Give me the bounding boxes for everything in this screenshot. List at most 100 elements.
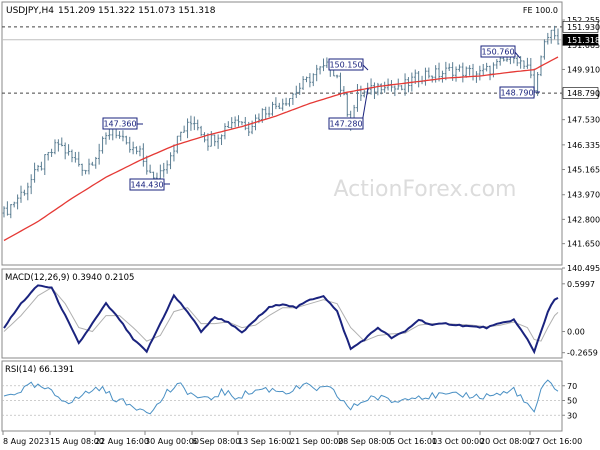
y-tick-label: 149.910 (567, 65, 600, 74)
ohlc-bar (74, 151, 77, 163)
ohlc-bar (393, 85, 397, 97)
ohlc-bar (274, 97, 278, 110)
ohlc-bar (36, 164, 40, 172)
macd-signal-line (3, 287, 559, 342)
ohlc-bar (322, 58, 325, 72)
y-tick-label: 146.335 (567, 141, 600, 150)
x-tick-label: 21 Sep 00:00 (290, 437, 343, 446)
x-tick-label: 5 Oct 16:00 (390, 437, 437, 446)
price-bars (2, 25, 560, 219)
ohlc-bar (543, 39, 546, 60)
level-lines (2, 26, 562, 94)
annotation-label: 147.280 (329, 120, 362, 129)
ohlc-bar (118, 131, 121, 139)
ohlc-bar (97, 143, 101, 165)
y-tick-label: 152.255 (567, 16, 600, 25)
ohlc-bar (189, 115, 193, 131)
main-panel: USDJPY,H4 151.209 151.322 151.073 151.318… (1, 1, 600, 273)
ohlc-bar (373, 82, 376, 99)
ohlc-bar (549, 29, 553, 44)
ohlc-bar (278, 102, 281, 110)
y-tick-label: 143.970 (567, 191, 600, 200)
ohlc-bar (128, 136, 132, 153)
ohlc-bar (162, 162, 166, 178)
ohlc-bar (165, 160, 169, 174)
y-tick-label: 70 (567, 382, 577, 391)
y-tick-label: 145.165 (567, 166, 600, 175)
ohlc-bar (9, 204, 13, 219)
last-price-tag-label: 151.318 (567, 36, 600, 45)
ohlc-bar (121, 130, 125, 142)
ohlc-bar (101, 136, 104, 154)
ohlc-bar (444, 61, 448, 81)
x-tick-label: 8 Aug 2023 (3, 437, 49, 446)
ohlc-bar (294, 85, 298, 99)
ohlc-bar (227, 121, 230, 128)
ohlc-bar (6, 201, 9, 216)
moving-average-line (3, 56, 559, 242)
ohlc-bar (305, 76, 308, 83)
ohlc-bar (464, 66, 468, 78)
fe-100-tag-box (562, 21, 599, 33)
x-tick-label: 22 Aug 16:00 (95, 437, 149, 446)
ohlc-bar (87, 158, 91, 175)
watermark: ActionForex.com (334, 177, 517, 202)
ohlc-bar (546, 32, 550, 45)
ohlc-bar (468, 65, 471, 76)
y-tick-label: -0.2659 (567, 349, 598, 358)
y-tick-label: 50 (567, 397, 577, 406)
ohlc-bar (172, 144, 176, 162)
y-tick-label: 141.650 (567, 240, 600, 249)
annotation-box (480, 45, 516, 58)
ohlc-bar (142, 143, 145, 167)
support-tag-label: 148.790 (567, 89, 600, 98)
ohlc-bar (407, 77, 410, 93)
ohlc-bar (19, 185, 23, 203)
ohlc-bar (213, 134, 217, 147)
ohlc-bar (186, 118, 189, 139)
ohlc-bar (84, 169, 87, 175)
ohlc-bar (244, 116, 247, 131)
ohlc-bar (230, 117, 234, 130)
annotation-box (499, 86, 535, 99)
ohlc-bar (298, 82, 301, 95)
annotation: 148.790 (499, 86, 540, 99)
ohlc-bar (46, 151, 50, 161)
annotation-label: 148.790 (500, 89, 533, 98)
ohlc-bar (138, 145, 142, 157)
x-tick-label: 13 Sep 16:00 (238, 437, 291, 446)
ohlc-bar (63, 142, 67, 160)
main-header: USDJPY,H4 151.209 151.322 151.073 151.318 (6, 6, 216, 16)
annotation-label: 147.360 (103, 120, 136, 129)
ohlc-bar (70, 149, 74, 163)
y-tick-label: 0.00 (567, 328, 585, 337)
ohlc-bar (16, 194, 19, 210)
ohlc-bar (2, 206, 6, 218)
ohlc-bar (80, 163, 84, 176)
ohlc-bar (182, 125, 186, 133)
y-tick-label: 147.530 (567, 116, 600, 125)
ohlc-bar (308, 73, 312, 88)
x-tick-label: 6 Sep 08:00 (192, 437, 240, 446)
support-tag-box (562, 87, 599, 99)
x-tick-label: 20 Oct 08:00 (480, 437, 532, 446)
ohlc-bar (526, 57, 529, 69)
y-tick-label: 151.065 (567, 41, 600, 50)
ohlc-bar (40, 161, 43, 171)
ohlc-bar (267, 106, 271, 118)
main-y-axis: 152.255151.065149.910148.725147.530146.3… (562, 16, 600, 273)
last-price-tag-box (562, 33, 599, 46)
ohlc-bar (50, 148, 53, 157)
ohlc-bar (206, 133, 210, 151)
annotation: 147.360 (102, 117, 143, 130)
ohlc-bar (345, 92, 349, 117)
annotation-label: 150.150 (329, 61, 362, 70)
fe-label: FE 100.0 (523, 6, 558, 15)
ohlc-bar (94, 156, 98, 169)
ohlc-bar (383, 81, 386, 93)
ohlc-bar (60, 137, 64, 147)
ohlc-bar (495, 59, 499, 69)
ohlc-bar (315, 64, 318, 82)
rsi-panel: RSI(14) 66.1391 70 50 30 (1, 360, 577, 432)
rsi-line (3, 379, 559, 415)
